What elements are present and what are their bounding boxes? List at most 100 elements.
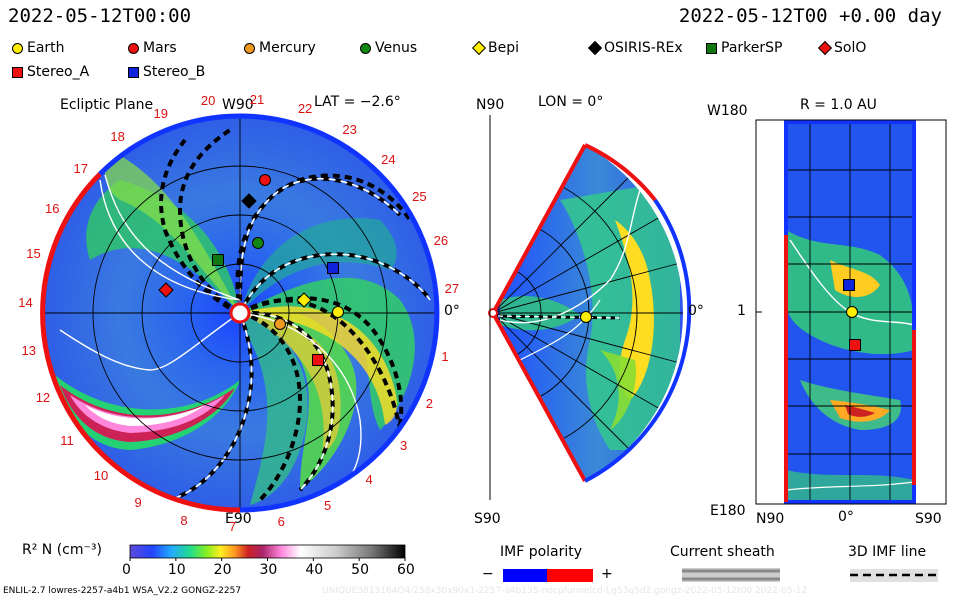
carrington-tick: 14 <box>18 294 33 310</box>
marker-solo <box>158 282 174 298</box>
legend-item-solo: SolO <box>817 40 867 56</box>
carrington-tick: 12 <box>35 390 51 406</box>
carrington-tick: 15 <box>26 246 41 262</box>
sphere-bottom-left: E180 <box>710 503 746 519</box>
ecliptic-top-label: W90 <box>222 97 254 113</box>
carrington-tick: 7 <box>228 518 237 534</box>
date-left: 2022-05-12T00:00 <box>8 5 192 27</box>
imf-positive-swatch <box>547 569 593 582</box>
current-sheath-title: Current sheath <box>670 544 775 560</box>
sphere-x-label-s90: S90 <box>915 511 942 527</box>
carrington-tick: 22 <box>297 101 313 117</box>
marker-mercury <box>274 318 286 330</box>
marker-earth <box>332 306 344 318</box>
legend-label: Mercury <box>259 40 316 56</box>
legend-label: OSIRIS-REx <box>604 40 683 56</box>
colorbar <box>129 544 406 559</box>
colorbar-tick-label: 30 <box>259 562 278 578</box>
circle-marker-icon <box>12 42 23 54</box>
marker-earth <box>846 306 858 318</box>
carrington-tick: 3 <box>399 437 408 453</box>
legend-item-osiris-rex: OSIRIS-REx <box>587 40 683 56</box>
carrington-tick: 20 <box>200 93 216 109</box>
square-marker-icon <box>128 66 139 78</box>
carrington-tick: 26 <box>433 233 449 249</box>
sphere-top-left: W180 <box>707 103 748 119</box>
square-marker-icon <box>706 42 717 54</box>
imf-minus-label: − <box>482 566 494 582</box>
imf-plus-label: + <box>601 566 613 582</box>
square-marker-icon <box>12 66 23 78</box>
legend-label: SolO <box>834 40 867 56</box>
ecliptic-right-label: 0° <box>444 303 460 319</box>
marker-parkersp <box>212 254 224 266</box>
circle-marker-icon <box>360 42 371 54</box>
carrington-tick: 10 <box>93 468 109 484</box>
ecliptic-disc <box>40 113 440 513</box>
sphere-left-mid: 1 <box>737 303 746 319</box>
carrington-tick: 24 <box>381 151 396 167</box>
carrington-tick: 9 <box>134 495 142 511</box>
meridional-right-label: 0° <box>688 303 704 319</box>
footer-left: ENLIL-2.7 lowres-2257-a4b1 WSA_V2.2 GONG… <box>3 586 242 596</box>
legend-item-parkersp: ParkerSP <box>706 40 782 56</box>
carrington-tick: 6 <box>277 514 285 530</box>
marker-earth <box>580 311 592 323</box>
footer-right: UNIQUE3813164O4/258x30x90x1-2257-a4b135-… <box>322 586 808 596</box>
carrington-tick: 8 <box>180 512 188 528</box>
carrington-tick: 5 <box>323 498 332 514</box>
carrington-tick: 1 <box>441 349 449 365</box>
marker-bepi <box>296 292 312 308</box>
meridional-top-label: N90 <box>476 97 505 113</box>
colorbar-tick-label: 40 <box>305 562 324 578</box>
colorbar-label: R² N (cm⁻³) <box>22 542 102 558</box>
carrington-tick: 23 <box>342 121 357 137</box>
colorbar-tick-label: 10 <box>167 562 186 578</box>
marker-stereo-a <box>312 354 324 366</box>
legend-label: Stereo_B <box>143 64 206 80</box>
legend-label: Mars <box>143 40 177 56</box>
marker-venus <box>252 237 264 249</box>
marker-stereo-b <box>327 262 339 274</box>
circle-marker-icon <box>128 42 139 54</box>
colorbar-tick-label: 0 <box>122 562 131 578</box>
marker-mars <box>259 174 271 186</box>
date-right: 2022-05-12T00 +0.00 day <box>678 5 942 27</box>
legend-item-bepi: Bepi <box>471 40 519 56</box>
meridional-bottom-label: S90 <box>474 511 501 527</box>
legend-label: Stereo_A <box>27 64 90 80</box>
colorbar-tick-label: 20 <box>213 562 232 578</box>
ecliptic-lat: LAT = −2.6° <box>314 94 401 110</box>
legend-label: ParkerSP <box>721 40 783 56</box>
carrington-tick: 19 <box>153 105 169 121</box>
carrington-tick: 13 <box>21 343 36 359</box>
carrington-tick: 21 <box>249 91 265 107</box>
legend-item-mars: Mars <box>128 40 177 56</box>
ecliptic-title: Ecliptic Plane <box>60 97 154 113</box>
circle-marker-icon <box>244 42 255 54</box>
meridional-lon: LON = 0° <box>538 94 604 110</box>
sphere-title: R = 1.0 AU <box>800 97 877 113</box>
carrington-tick: 16 <box>44 200 60 216</box>
marker-stereo-b <box>843 279 855 291</box>
marker-osiris-rex <box>241 193 257 209</box>
colorbar-tick-label: 60 <box>397 562 415 578</box>
carrington-tick: 11 <box>60 432 74 448</box>
sphere-x-label-0: 0° <box>838 509 854 525</box>
carrington-tick: 27 <box>444 281 460 297</box>
legend-item-mercury: Mercury <box>244 40 316 56</box>
colorbar-tick-label: 50 <box>351 562 369 578</box>
ecliptic-bottom-label: E90 <box>225 511 252 527</box>
carrington-tick: 18 <box>110 128 125 144</box>
legend-item-stereo-a: Stereo_A <box>12 64 89 80</box>
legend-label: Venus <box>375 40 418 56</box>
imf-line-sample <box>850 569 938 582</box>
legend-item-stereo-b: Stereo_B <box>128 64 205 80</box>
imf-line-title: 3D IMF line <box>848 544 927 560</box>
imf-negative-swatch <box>503 569 549 582</box>
imf-polarity-title: IMF polarity <box>500 544 583 560</box>
carrington-tick: 4 <box>365 472 373 488</box>
legend-label: Earth <box>27 40 65 56</box>
sphere-x-label-n90: N90 <box>756 511 785 527</box>
